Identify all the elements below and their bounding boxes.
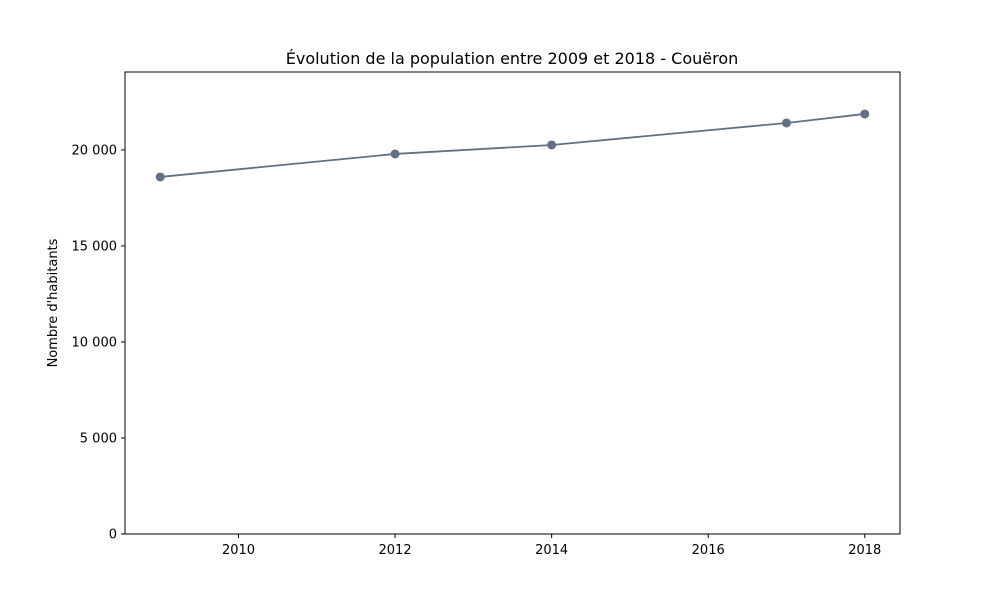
y-tick-label: 20 000 xyxy=(72,143,118,158)
y-tick-label: 15 000 xyxy=(72,239,118,254)
x-tick-label: 2018 xyxy=(848,543,881,558)
point xyxy=(547,140,557,150)
point xyxy=(781,118,791,128)
plot-frame xyxy=(124,71,901,535)
x-tick-label: 2016 xyxy=(692,543,725,558)
y-tick-label: 0 xyxy=(109,528,117,543)
x-tick-label: 2012 xyxy=(379,543,412,558)
y-axis-label: Nombre d'habitants xyxy=(46,238,61,367)
x-tick-label: 2010 xyxy=(222,543,255,558)
point xyxy=(155,172,165,182)
x-tick-label: 2014 xyxy=(535,543,568,558)
line xyxy=(160,113,865,178)
y-tick-label: 10 000 xyxy=(72,335,118,350)
point xyxy=(390,149,400,159)
point xyxy=(860,109,870,119)
chart-title: Évolution de la population entre 2009 et… xyxy=(286,49,739,68)
y-tick-label: 5 000 xyxy=(80,431,117,446)
